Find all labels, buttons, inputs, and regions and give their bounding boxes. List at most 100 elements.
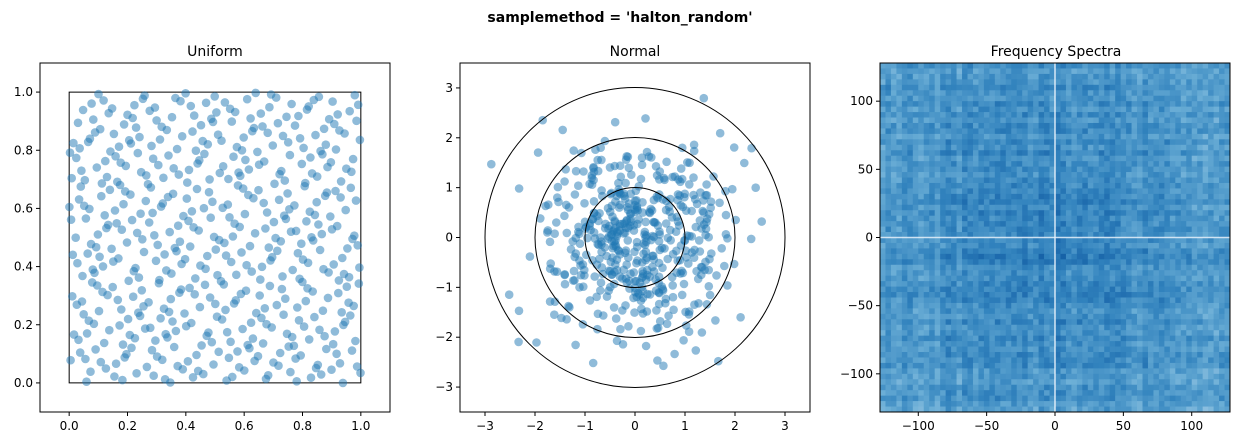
normal-point [561,165,570,174]
spectra-cell [956,95,963,102]
spectra-cell [1000,193,1007,200]
uniform-point [228,232,238,241]
spectra-cell [1175,264,1182,271]
spectra-cell [1120,346,1127,353]
spectra-cell [1060,281,1067,287]
spectra-cell [1120,286,1127,293]
spectra-cell [1071,259,1078,266]
spectra-cell [1098,297,1105,304]
spectra-cell [1011,150,1018,157]
spectra-cell [1044,384,1050,391]
spectra-cell [1137,90,1143,97]
spectra-cell [972,281,979,287]
spectra-cell [1115,253,1122,260]
spectra-cell [1055,90,1061,97]
uniform-point [229,152,238,161]
uniform-point [258,122,267,131]
spectra-cell [1191,308,1198,315]
spectra-cell [1087,215,1094,222]
spectra-cell [1000,384,1007,391]
spectra-cell [929,242,936,249]
spectra-cell [1093,144,1100,151]
spectra-cell [901,112,908,118]
spectra-cell [1093,324,1100,331]
spectra-cell [929,297,936,304]
spectra-cell [1219,368,1225,375]
spectra-cell [1175,308,1182,315]
spectra-cell [983,177,990,184]
uniform-point [203,140,213,149]
spectra-cell [901,292,908,298]
spectra-cell [1022,106,1029,113]
spectra-cell [1126,346,1132,353]
spectra-cell [1131,144,1138,151]
spectra-cell [1197,275,1204,282]
spectra-cell [951,341,957,347]
normal-point [673,256,682,266]
spectra-cell [983,270,990,277]
spectra-cell [885,150,892,157]
spectra-cell [1147,210,1154,217]
spectra-cell [1137,270,1143,277]
spectra-cell [1197,177,1204,184]
spectra-cell [1098,302,1105,309]
spectra-cell [1186,193,1193,200]
spectra-cell [1038,373,1045,380]
spectra-cell [967,112,974,118]
spectra-cell [1104,330,1111,337]
spectra-cell [907,313,914,320]
spectra-cell [1082,133,1089,140]
spectra-cell [1120,177,1127,184]
spectra-cell [983,352,990,358]
spectra-cell [1142,79,1149,86]
spectra-cell [1164,379,1171,386]
spectra-cell [1224,357,1231,364]
spectra-cell [929,270,936,277]
spectra-cell [989,221,996,227]
uniform-point [200,280,210,290]
spectra-cell [1109,112,1116,118]
spectra-cell [1082,324,1089,331]
spectra-cell [885,122,892,129]
spectra-cell [1208,73,1214,80]
uniform-point [95,252,104,262]
spectra-cell [1120,242,1127,249]
spectra-cell [1109,144,1116,151]
spectra-cell [1164,63,1171,69]
spectra-cell [951,221,957,227]
spectra-cell [1109,281,1116,287]
spectra-cell [1126,373,1132,380]
spectra-cell [1044,259,1050,266]
spectra-cell [1164,155,1171,162]
spectra-cell [1055,259,1061,266]
spectra-cell [912,172,919,178]
spectra-cell [1060,139,1067,146]
uniform-point [311,363,321,373]
spectra-cell [1022,150,1029,157]
spectra-cell [1055,73,1061,80]
spectra-cell [945,139,952,146]
spectra-cell [1208,352,1214,358]
spectra-cell [1213,221,1220,227]
normal-point [616,324,625,334]
uniform-point [180,309,189,318]
spectra-cell [1224,319,1231,326]
spectra-cell [1180,95,1187,102]
spectra-cell [1131,122,1138,129]
spectra-cell [945,313,952,320]
spectra-cell [934,166,941,173]
spectra-cell [978,319,985,326]
spectra-cell [1076,68,1083,75]
spectra-cell [1142,117,1149,124]
uniform-point [230,107,240,117]
spectra-cell [994,128,1001,135]
spectra-cell [972,357,979,364]
spectra-cell [1147,292,1154,298]
spectra-cell [1213,373,1220,380]
spectra-cell [1180,199,1187,206]
uniform-point [68,292,77,301]
spectra-cell [1202,177,1209,184]
spectra-cell [1098,379,1105,386]
spectra-cell [1071,144,1078,151]
